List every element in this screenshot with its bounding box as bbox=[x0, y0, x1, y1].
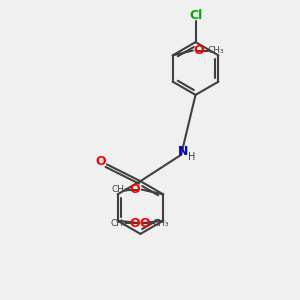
Text: O: O bbox=[193, 44, 204, 57]
Text: CH₃: CH₃ bbox=[152, 219, 169, 228]
Text: O: O bbox=[140, 217, 150, 230]
Text: H: H bbox=[188, 152, 196, 162]
Text: O: O bbox=[95, 155, 106, 169]
Text: Cl: Cl bbox=[189, 9, 202, 22]
Text: O: O bbox=[129, 183, 140, 196]
Text: N: N bbox=[178, 146, 188, 158]
Text: O: O bbox=[129, 217, 140, 230]
Text: CH₃: CH₃ bbox=[112, 185, 128, 194]
Text: CH₃: CH₃ bbox=[208, 46, 224, 55]
Text: CH₃: CH₃ bbox=[111, 219, 128, 228]
